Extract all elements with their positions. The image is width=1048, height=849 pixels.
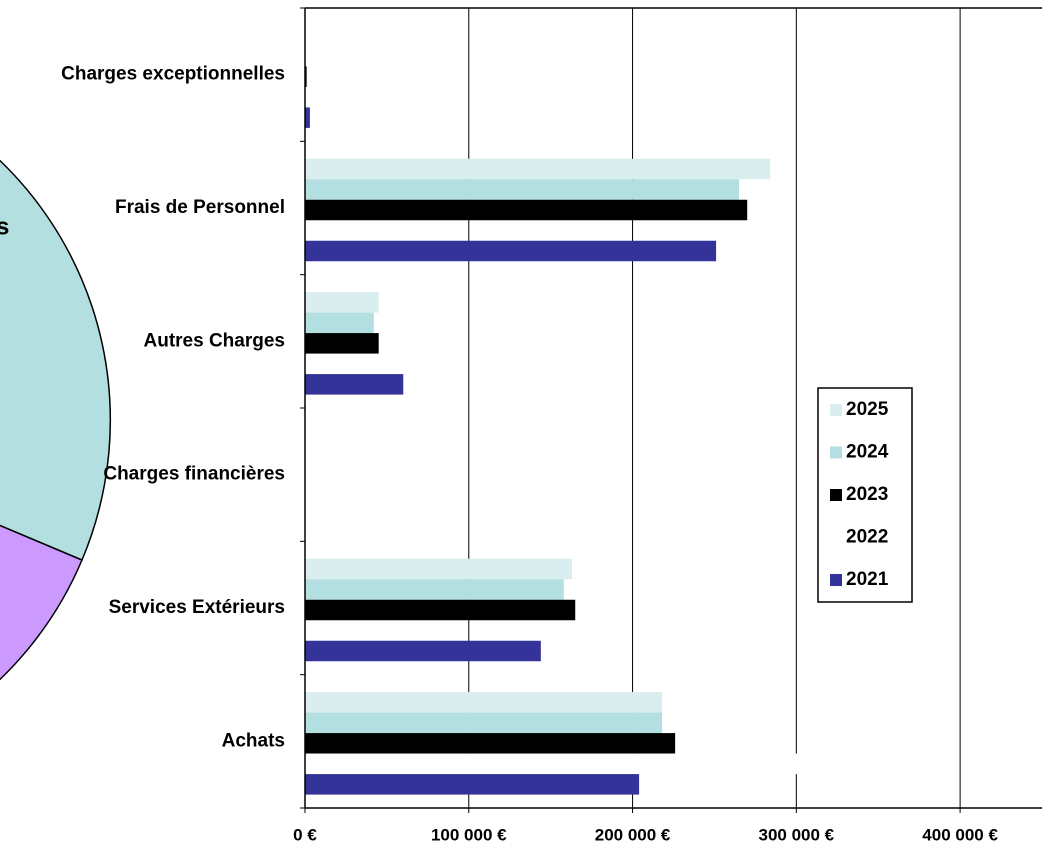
y-tick-label: Charges exceptionnelles <box>61 64 285 85</box>
x-tick-label: 200 000 € <box>595 825 671 844</box>
bar <box>305 107 310 128</box>
pie-fragment: s <box>0 159 112 681</box>
legend-swatch <box>830 446 842 459</box>
legend-swatch <box>830 489 842 501</box>
legend-label: 2021 <box>846 569 889 590</box>
legend-label: 2022 <box>846 527 888 548</box>
bar <box>305 158 771 180</box>
bar <box>305 312 374 334</box>
bar <box>305 66 307 87</box>
legend-swatch <box>830 531 842 544</box>
bar <box>305 333 379 354</box>
x-tick-label: 400 000 € <box>922 825 998 844</box>
bar <box>305 712 663 734</box>
x-tick-label: 100 000 € <box>431 825 507 844</box>
bar <box>305 374 404 395</box>
bar <box>305 774 640 795</box>
y-tick-label: Charges financières <box>103 464 285 485</box>
y-tick-label: Services Extérieurs <box>109 597 285 618</box>
y-tick-label: Frais de Personnel <box>115 197 285 218</box>
bar <box>305 579 564 600</box>
legend-label: 2024 <box>846 442 889 463</box>
pie-slice <box>0 524 83 681</box>
bar <box>305 692 663 713</box>
legend-label: 2023 <box>846 484 888 505</box>
bar <box>305 179 740 200</box>
bar <box>305 292 379 313</box>
pie-slice <box>0 159 112 561</box>
y-tick-label: Autres Charges <box>144 330 286 351</box>
legend-label: 2025 <box>846 399 889 420</box>
x-tick-label: 0 € <box>293 825 317 844</box>
legend-swatch <box>830 404 842 416</box>
bar <box>305 558 572 580</box>
bar <box>305 733 676 754</box>
x-tick-label: 300 000 € <box>759 825 835 844</box>
legend: 2025 2024 2023 2022 2021 <box>817 387 913 603</box>
y-tick-label: Achats <box>222 730 285 751</box>
bar <box>305 640 541 662</box>
bar <box>305 753 800 775</box>
bar <box>305 240 717 262</box>
bar <box>305 199 748 221</box>
legend-swatch <box>830 574 842 586</box>
bar <box>305 599 576 621</box>
pie-label: s <box>0 213 9 240</box>
